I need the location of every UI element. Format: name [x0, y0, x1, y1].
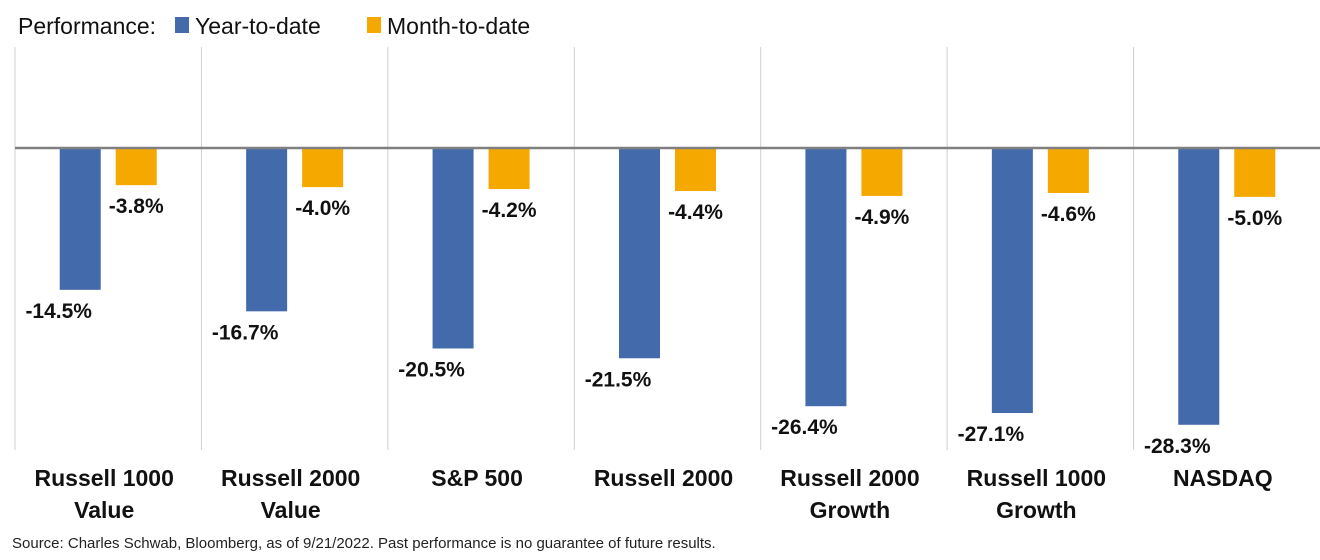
legend-prefix: Performance:	[18, 13, 156, 39]
data-labels-group: -14.5% -16.7% -20.5% -21.5% -26.4% -27.1% -28.…	[25, 195, 1282, 458]
bar-year-to-date-s-p-500	[432, 148, 474, 349]
category-label-russell-2000-value-line2: Value	[261, 497, 321, 523]
bar-month-to-date-russell-2000-growth	[861, 148, 903, 196]
category-label-russell-2000-growth-line1: Russell 2000	[780, 465, 919, 491]
legend-label-year-to-date: Year-to-date	[195, 13, 321, 39]
category-label-russell-2000-value-line1: Russell 2000	[221, 465, 360, 491]
chart-legend: Performance: Year-to-date Month-to-date	[18, 13, 530, 39]
category-label-s-p-500-line1: S&P 500	[431, 465, 523, 491]
data-label-year-to-date-s-p-500: -20.5%	[398, 358, 465, 381]
legend-swatch-year-to-date	[175, 17, 189, 33]
data-label-month-to-date-nasdaq: -5.0%	[1227, 207, 1282, 230]
category-dividers	[14, 47, 1135, 450]
category-label-nasdaq-line1: NASDAQ	[1173, 465, 1273, 491]
data-label-month-to-date-russell-1000-growth: -4.6%	[1041, 203, 1096, 226]
data-label-month-to-date-russell-1000-value: -3.8%	[109, 195, 164, 218]
data-label-year-to-date-russell-2000: -21.5%	[585, 368, 652, 391]
category-label-russell-1000-value-line1: Russell 1000	[35, 465, 174, 491]
bar-year-to-date-russell-1000-growth	[991, 148, 1033, 414]
category-label-russell-1000-growth-line2: Growth	[996, 497, 1077, 523]
data-label-month-to-date-russell-2000-growth: -4.9%	[854, 206, 909, 229]
data-label-year-to-date-russell-1000-value: -14.5%	[25, 300, 92, 323]
bar-month-to-date-russell-1000-value	[115, 148, 157, 186]
bar-year-to-date-russell-1000-value	[59, 148, 101, 290]
bar-month-to-date-s-p-500	[488, 148, 530, 190]
bar-year-to-date-russell-2000-growth	[805, 148, 847, 407]
bar-month-to-date-nasdaq	[1234, 148, 1276, 197]
data-label-month-to-date-russell-2000: -4.4%	[668, 201, 723, 224]
category-label-russell-1000-value-line2: Value	[74, 497, 134, 523]
bar-year-to-date-nasdaq	[1178, 148, 1220, 425]
category-label-russell-2000-growth-line2: Growth	[810, 497, 891, 523]
bar-month-to-date-russell-2000-value	[302, 148, 344, 188]
data-label-year-to-date-russell-2000-growth: -26.4%	[771, 416, 838, 439]
category-label-russell-2000-line1: Russell 2000	[594, 465, 733, 491]
data-label-year-to-date-russell-2000-value: -16.7%	[212, 321, 279, 344]
bars-group	[59, 148, 1276, 425]
category-label-russell-1000-growth-line1: Russell 1000	[967, 465, 1106, 491]
data-label-year-to-date-russell-1000-growth: -27.1%	[958, 423, 1025, 446]
legend-swatch-month-to-date	[367, 17, 381, 33]
data-label-month-to-date-russell-2000-value: -4.0%	[295, 197, 350, 220]
legend-label-month-to-date: Month-to-date	[387, 13, 530, 39]
bar-month-to-date-russell-1000-growth	[1047, 148, 1089, 193]
data-label-month-to-date-s-p-500: -4.2%	[482, 199, 537, 222]
category-labels-group: Russell 1000 Value Russell 2000 Value S&P 50…	[35, 465, 1273, 523]
bar-month-to-date-russell-2000	[675, 148, 716, 192]
data-label-year-to-date-nasdaq: -28.3%	[1144, 435, 1211, 458]
bar-year-to-date-russell-2000-value	[246, 148, 288, 312]
source-note: Source: Charles Schwab, Bloomberg, as of…	[12, 535, 716, 552]
bar-year-to-date-russell-2000	[619, 148, 660, 359]
